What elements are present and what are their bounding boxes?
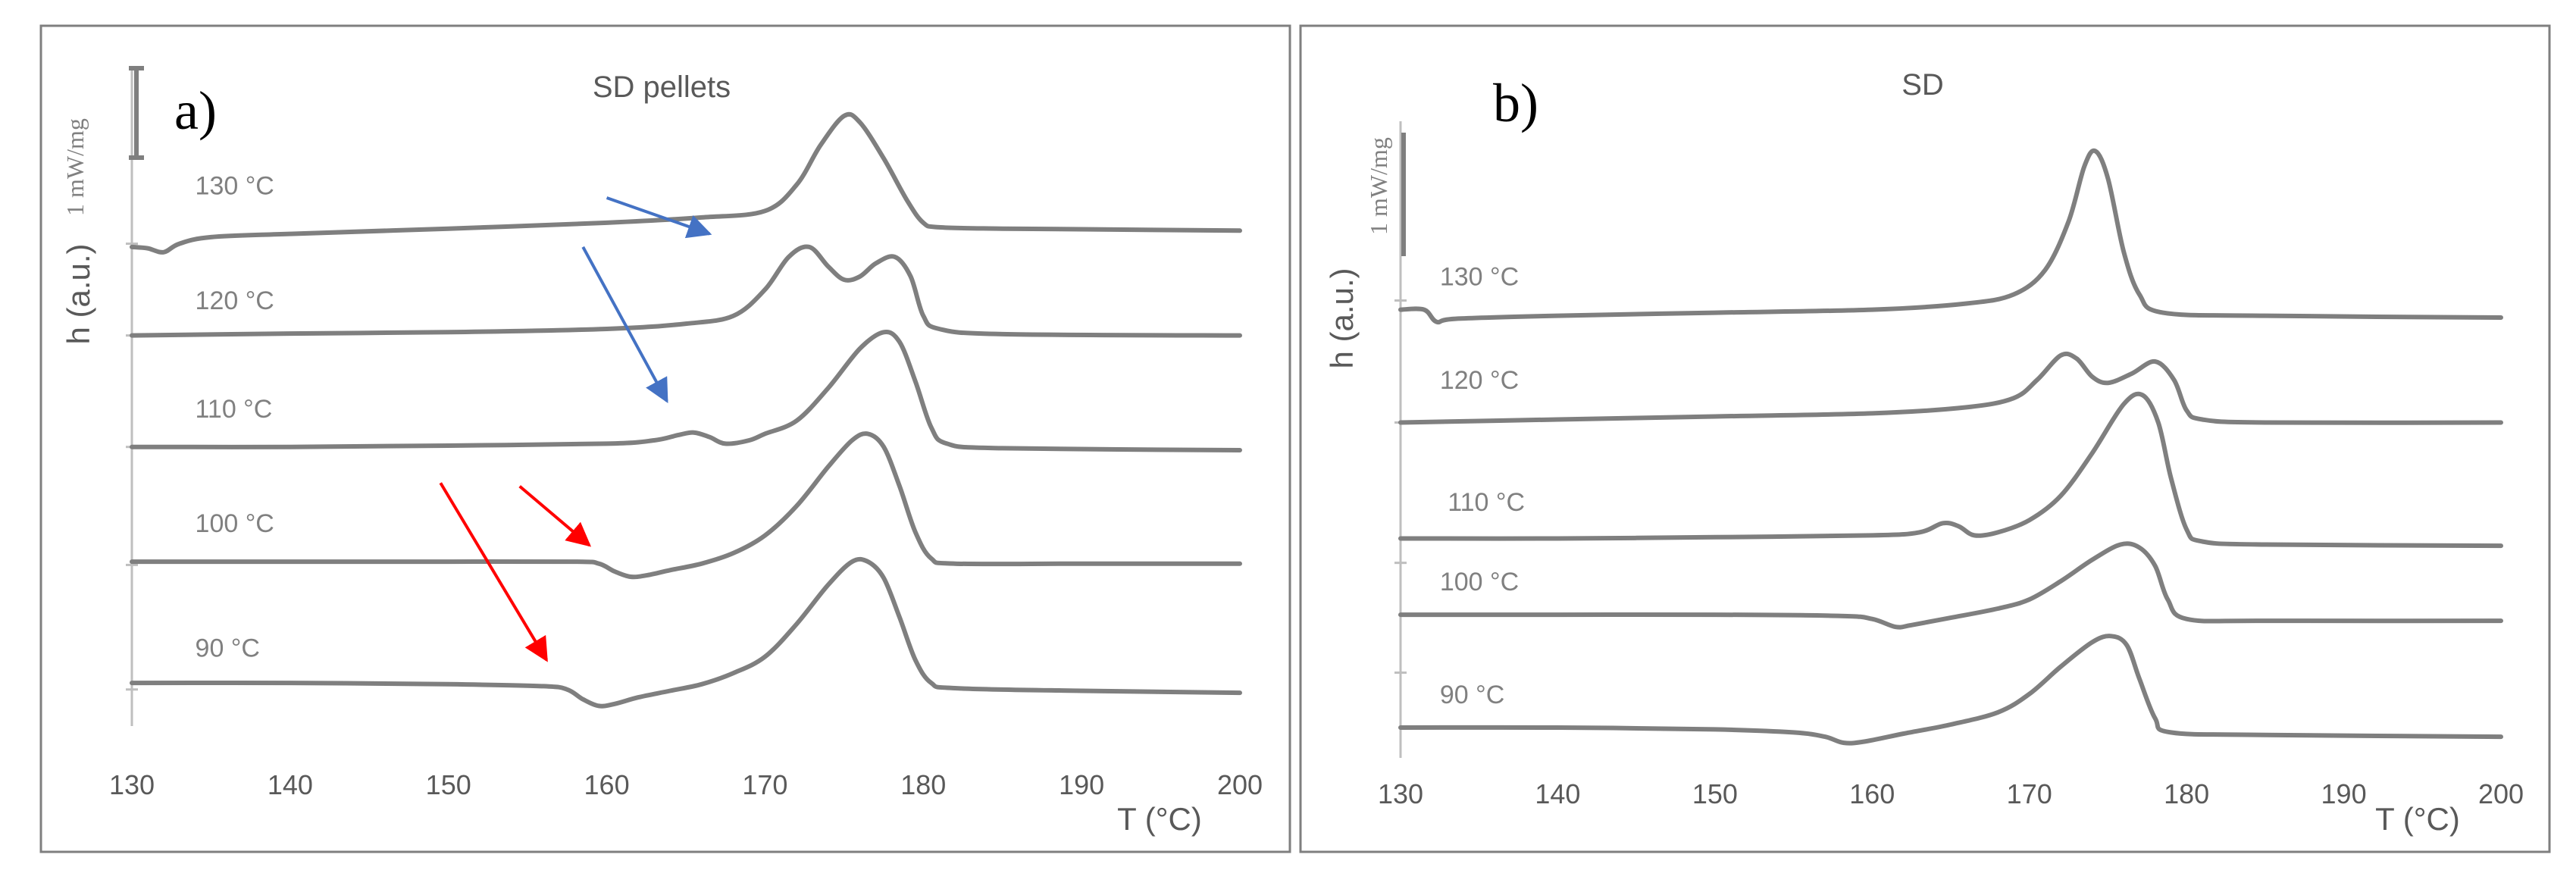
- panel-a-curves: [130, 111, 1242, 709]
- panel-b-curve-90c: [1398, 634, 2503, 746]
- panel-a-arrows: [439, 196, 712, 662]
- panel-a-curve-110c: [130, 330, 1242, 452]
- panel-a-letter: a): [174, 80, 217, 141]
- panel-b-curve-110c: [1398, 391, 2503, 549]
- panel-a-x-tick-labels: 130 140 150 160 170 180 190 200: [109, 769, 1263, 800]
- panel-b-x-tick-label: 180: [2164, 778, 2209, 809]
- panel-b-curve-130c: [1398, 148, 2503, 325]
- panel-b-curves: [1398, 148, 2503, 746]
- panel-a-red-arrow: [439, 482, 548, 662]
- panel-a-x-tick-label: 130: [109, 769, 155, 800]
- panel-b-x-tick-labels: 130 140 150 160 170 180 190 200: [1378, 778, 2524, 809]
- panel-a-x-tick-label: 140: [268, 769, 313, 800]
- panel-a-x-tick-label: 180: [900, 769, 946, 800]
- panel-a-curve-label: 130 °C: [196, 172, 274, 201]
- panel-b-x-tick-label: 150: [1692, 778, 1738, 809]
- panel-b-scale-bar-label: 1 mW/mg: [1365, 137, 1392, 235]
- panel-a-title: SD pellets: [593, 70, 731, 104]
- panel-b-curve-100c: [1398, 541, 2503, 630]
- panel-a-curve-120c: [130, 244, 1242, 338]
- panel-a-blue-arrow: [581, 246, 668, 403]
- panel-a-curve-100c: [130, 431, 1242, 580]
- panel-a-scale-bar-label: 1 mW/mg: [61, 118, 89, 216]
- panel-b-curve-label: 110 °C: [1448, 488, 1525, 517]
- panel-b-x-tick-label: 160: [1849, 778, 1895, 809]
- panel-a-x-axis-title: T (°C): [1117, 801, 1202, 837]
- panel-a-x-tick-label: 190: [1059, 769, 1104, 800]
- panel-b-letter: b): [1493, 73, 1538, 133]
- panel-a-curve-label: 90 °C: [196, 634, 260, 663]
- panel-b-x-tick-label: 170: [2007, 778, 2052, 809]
- panel-b-frame: [1299, 24, 2551, 853]
- panel-b-x-tick-label: 200: [2478, 778, 2524, 809]
- panel-a-curve-label: 110 °C: [196, 395, 273, 424]
- panel-a-curve-90c: [130, 556, 1242, 709]
- panel-b-title: SD: [1901, 68, 1944, 102]
- panel-b-x-axis-title: T (°C): [2375, 801, 2460, 837]
- panel-b-chart: 1 mW/mg h (a.u.) b) SD 130 140 150 160 170 18…: [1299, 24, 2551, 853]
- panel-b-y-axis-title: h (a.u.): [1324, 268, 1360, 368]
- panel-a-x-tick-label: 200: [1217, 769, 1263, 800]
- panel-a-blue-arrow: [606, 196, 712, 239]
- panel-a-chart: 1 mW/mg h (a.u.) a) SD pellets 130 140 150…: [39, 24, 1291, 853]
- panel-b-curve-120c: [1398, 351, 2503, 425]
- panel-b-curve-labels: 130 °C 120 °C 110 °C 100 °C 90 °C: [1440, 262, 1525, 709]
- panel-b-x-tick-label: 130: [1378, 778, 1423, 809]
- panel-a-curve-labels: 130 °C 120 °C 110 °C 100 °C 90 °C: [196, 172, 274, 663]
- panel-a-curve-label: 120 °C: [196, 286, 274, 315]
- panel-a-curve-label: 100 °C: [196, 509, 274, 538]
- panel-b-curve-label: 100 °C: [1440, 568, 1519, 596]
- panel-a-y-axis-title: h (a.u.): [61, 243, 96, 344]
- panel-a-x-tick-label: 160: [584, 769, 630, 800]
- panel-a-x-tick-label: 170: [742, 769, 787, 800]
- panel-b-x-tick-label: 140: [1535, 778, 1580, 809]
- panel-a-curve-130c: [130, 111, 1242, 255]
- panel-a-red-arrow: [518, 485, 592, 547]
- panel-a-x-tick-label: 150: [426, 769, 471, 800]
- panel-b-curve-label: 120 °C: [1440, 366, 1519, 395]
- panel-b-curve-label: 90 °C: [1440, 681, 1504, 709]
- panel-b-x-tick-label: 190: [2321, 778, 2367, 809]
- panel-b-curve-label: 130 °C: [1440, 262, 1519, 291]
